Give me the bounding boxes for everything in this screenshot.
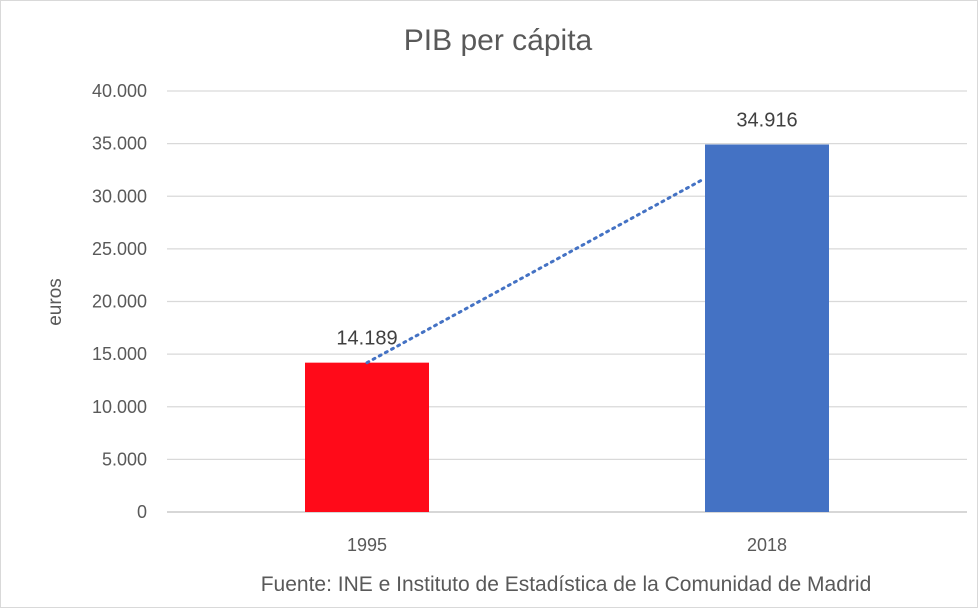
x-category-label: 1995 bbox=[347, 535, 387, 555]
y-tick-label: 15.000 bbox=[92, 344, 147, 364]
y-tick-label: 20.000 bbox=[92, 292, 147, 312]
x-category-label: 2018 bbox=[747, 535, 787, 555]
y-tick-label: 5.000 bbox=[102, 449, 147, 469]
y-axis-label: euros bbox=[45, 278, 66, 326]
y-tick-label: 0 bbox=[137, 502, 147, 522]
data-label-2018: 34.916 bbox=[736, 110, 797, 132]
y-tick-label: 25.000 bbox=[92, 239, 147, 259]
data-label-1995: 14.189 bbox=[336, 328, 397, 350]
y-tick-label: 10.000 bbox=[92, 397, 147, 417]
data-labels: 14.189 34.916 bbox=[336, 110, 797, 350]
trendline-group bbox=[365, 176, 707, 365]
bar-2018 bbox=[705, 144, 829, 512]
trendline bbox=[365, 176, 707, 365]
y-tick-label: 35.000 bbox=[92, 134, 147, 154]
bars bbox=[305, 144, 829, 512]
y-tick-label: 30.000 bbox=[92, 186, 147, 206]
chart-title: PIB per cápita bbox=[404, 24, 593, 57]
gridlines bbox=[167, 90, 967, 513]
source-note: Fuente: INE e Instituto de Estadística d… bbox=[261, 573, 872, 596]
x-axis-categories: 1995 2018 bbox=[347, 535, 787, 555]
y-axis-ticks: 0 5.000 10.000 15.000 20.000 25.000 30.000 35.0… bbox=[92, 81, 147, 522]
bar-1995 bbox=[305, 362, 429, 512]
y-tick-label: 40.000 bbox=[92, 81, 147, 101]
